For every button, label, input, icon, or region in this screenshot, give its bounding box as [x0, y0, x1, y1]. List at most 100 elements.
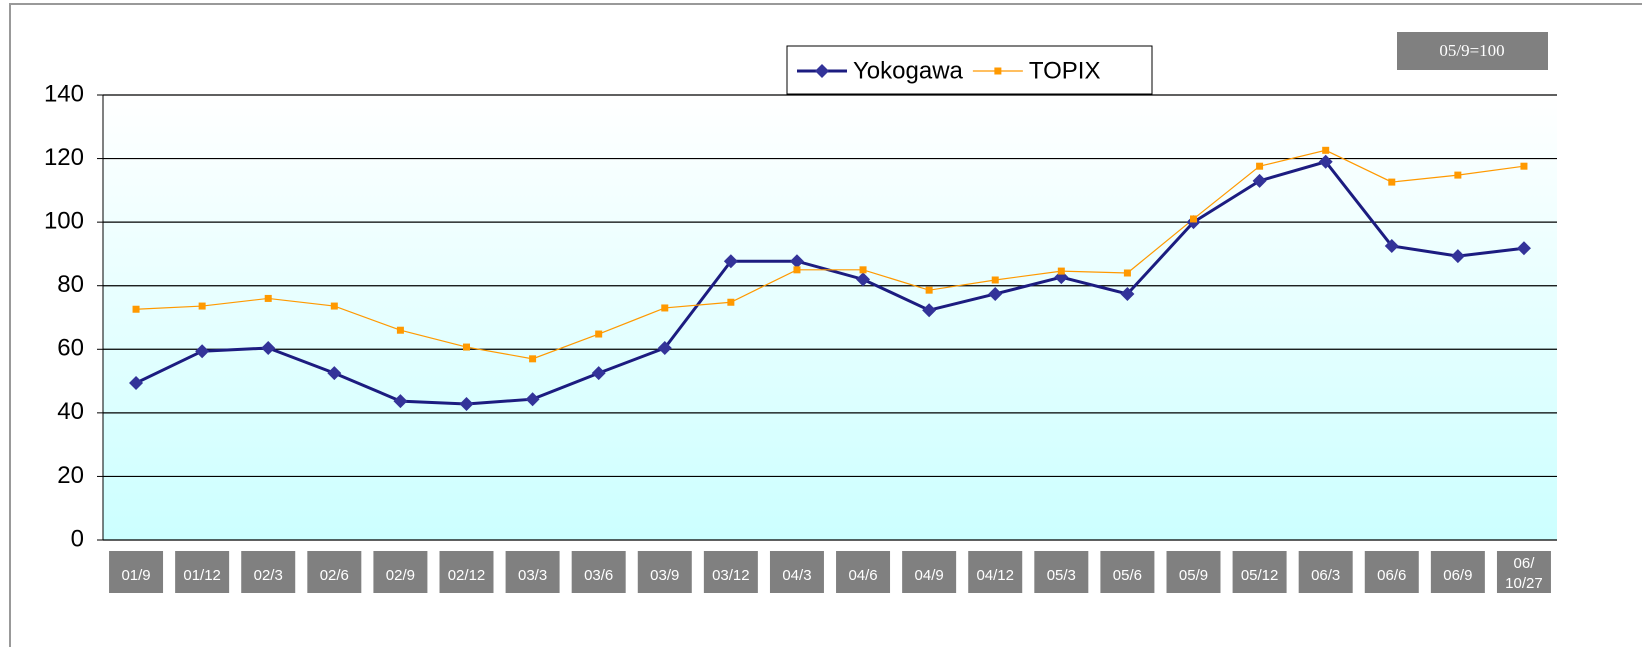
x-tick-label: 05/9: [1179, 567, 1208, 584]
x-tick-label: 05/12: [1241, 567, 1279, 584]
point: [129, 375, 144, 390]
point: [529, 355, 537, 363]
x-tick-label: 06/9: [1443, 567, 1472, 584]
legend-marker: [994, 67, 1002, 75]
point: [195, 344, 210, 359]
x-tick-box: [307, 551, 362, 593]
point: [1450, 249, 1465, 264]
point: [1318, 154, 1333, 169]
x-tick-line: 10/27: [1505, 575, 1543, 592]
x-tick-label: 04/3: [782, 567, 811, 584]
point: [991, 276, 999, 284]
x-tick-box: [1430, 551, 1485, 593]
point: [661, 304, 669, 312]
x-tick-label: 03/3: [518, 567, 547, 584]
frame: [9, 3, 1642, 647]
point: [1322, 146, 1330, 154]
y-tick-label: 0: [71, 525, 84, 552]
x-tick-box: [109, 551, 164, 593]
point: [727, 298, 735, 306]
x-tick-label: 03/9: [650, 567, 679, 584]
point: [1190, 215, 1197, 223]
x-tick-box: [373, 551, 428, 593]
y-tick-label: 60: [57, 335, 84, 362]
point: [525, 392, 540, 407]
x-tick-box: [703, 551, 758, 593]
x-tick-label: 02/12: [448, 567, 486, 584]
x-tick-box: [439, 551, 494, 593]
x-tick-label: 06/6: [1377, 567, 1406, 584]
x-tick-box: [1232, 551, 1287, 593]
y-tick-label: 100: [44, 207, 84, 234]
x-tick-line: 06/: [1514, 555, 1536, 572]
plot-area: [103, 95, 1557, 540]
x-tick-label: 03/6: [584, 567, 613, 584]
point: [463, 343, 470, 351]
point: [1252, 173, 1267, 188]
x-tick-box: [175, 551, 230, 593]
x-tick-label: 05/6: [1113, 567, 1142, 584]
legend-label: Yokogawa: [853, 57, 964, 84]
x-tick-box: [637, 551, 692, 593]
y-tick-label: 80: [57, 271, 84, 298]
x-tick-box: [902, 551, 957, 593]
point: [1388, 178, 1396, 186]
point: [1454, 171, 1462, 179]
x-tick-label: 05/3: [1047, 567, 1076, 584]
legend-box: [786, 45, 1153, 95]
x-tick-label: 04/6: [848, 567, 877, 584]
x-tick-label: 06/3: [1311, 567, 1340, 584]
y-tick-label: 120: [44, 144, 84, 171]
x-tick-box: [769, 551, 824, 593]
point: [723, 254, 738, 269]
point: [922, 303, 937, 318]
x-tick-box: [1496, 551, 1551, 593]
point: [856, 272, 871, 287]
point: [1520, 162, 1528, 170]
x-tick-label: 03/12: [712, 567, 750, 584]
note: 05/9=100: [1439, 41, 1504, 60]
point: [793, 266, 801, 274]
x-tick-box: [571, 551, 626, 593]
x-tick-label: 02/6: [320, 567, 349, 584]
legend-label: TOPIX: [1029, 57, 1101, 84]
x-tick-box: [241, 551, 296, 593]
x-tick-box: [505, 551, 560, 593]
point: [1516, 241, 1531, 256]
series-line: [136, 149, 1525, 360]
point: [1123, 269, 1131, 277]
legend-marker: [815, 64, 829, 78]
x-tick-label: 04/12: [976, 567, 1014, 584]
x-tick-label: 06/10/27: [1505, 555, 1543, 592]
point: [591, 366, 606, 381]
point: [789, 254, 804, 269]
point: [393, 394, 408, 409]
note-box: [1397, 32, 1548, 70]
x-tick-box: [1100, 551, 1155, 593]
x-tick-box: [1298, 551, 1353, 593]
x-tick-label: 02/9: [386, 567, 415, 584]
point: [198, 302, 206, 310]
point: [859, 266, 867, 274]
point: [264, 294, 272, 302]
point: [657, 341, 672, 356]
point: [1256, 162, 1264, 170]
point: [925, 286, 933, 294]
x-tick-box: [1034, 551, 1089, 593]
point: [988, 286, 1003, 301]
point: [132, 305, 140, 313]
x-tick-label: 01/12: [183, 567, 221, 584]
x-tick-box: [1364, 551, 1419, 593]
x-tick-label: 02/3: [254, 567, 283, 584]
y-tick-label: 40: [57, 398, 84, 425]
point: [261, 341, 276, 356]
x-tick-label: 04/9: [915, 567, 944, 584]
y-tick-label: 20: [57, 462, 84, 489]
x-tick-box: [836, 551, 891, 593]
point: [1057, 267, 1065, 275]
point: [459, 396, 474, 411]
point: [327, 366, 342, 381]
x-tick-label: 01/9: [121, 567, 150, 584]
x-tick-box: [968, 551, 1023, 593]
